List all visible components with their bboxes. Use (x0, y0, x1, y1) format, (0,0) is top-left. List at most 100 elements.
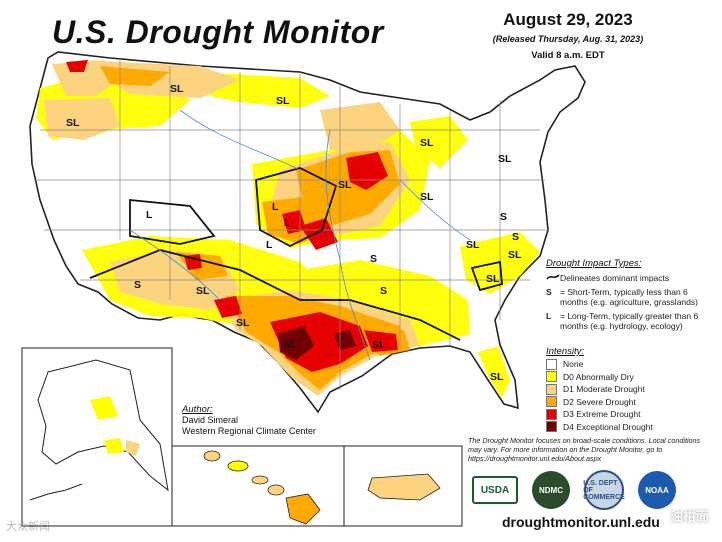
river (325, 129, 371, 361)
d0-florida (478, 346, 510, 398)
rivers (129, 109, 471, 361)
website-link[interactable]: droughtmonitor.unl.edu (502, 514, 660, 530)
map-label: SL (498, 153, 512, 165)
map-date: August 29, 2023 (503, 10, 633, 29)
map-label: S (380, 285, 387, 297)
river (399, 179, 471, 241)
usda-logo[interactable]: USDA (472, 476, 518, 504)
intensity-label: None (563, 359, 584, 369)
intensity-label: D2 Severe Drought (563, 396, 636, 407)
intensity-swatch (546, 408, 557, 420)
alaska-inset (21, 347, 173, 527)
commerce-logo[interactable]: U.S. DEPT OF COMMERCE (583, 470, 625, 510)
impact-key: S (546, 287, 552, 297)
impact-row: Delineates dominant impacts (546, 273, 716, 283)
d3-missouri (300, 218, 338, 250)
impact-line (470, 260, 503, 292)
impact-row: L = Long-Term, typically greater than 6 … (546, 311, 716, 331)
map-label: SL (490, 371, 504, 383)
impact-line (255, 167, 338, 248)
map-title: U.S. Drought Monitor (52, 14, 384, 50)
alaska-chain (29, 483, 83, 501)
intensity-label: D1 Moderate Drought (563, 384, 645, 394)
puerto-rico-shape (367, 473, 441, 501)
release-date: (Released Thursday, Aug. 31, 2023) (492, 34, 644, 44)
info-note: The Drought Monitor focuses on broad-sca… (468, 436, 701, 463)
impact-types-title: Drought Impact Types: (546, 258, 642, 269)
river (179, 109, 301, 171)
alaska-d0 (90, 396, 118, 420)
d3-washington (66, 60, 88, 72)
map-label: SL (466, 239, 480, 251)
map-labels: SL SL SL SL SL SL L L S S SL SL SL SL S … (66, 83, 522, 505)
hawaii-island (267, 484, 285, 496)
intensity-swatch (546, 358, 557, 370)
impact-types-legend: Drought Impact Types: Delineates dominan… (546, 258, 716, 331)
d1-oregon (44, 98, 120, 140)
impact-key: L (546, 311, 552, 321)
map-label: SL (276, 95, 290, 107)
intensity-row: D2 Severe Drought (546, 396, 653, 407)
intensity-row: D1 Moderate Drought (546, 383, 653, 395)
d3-new-mexico (214, 296, 242, 318)
impact-row: S = Short-Term, typically less than 6 mo… (546, 287, 716, 307)
map-label: S (134, 279, 141, 291)
author-label: Author: (182, 404, 213, 415)
map-label: SL (338, 179, 352, 191)
map-label: L (272, 201, 279, 213)
noaa-logo[interactable]: NOAA (638, 471, 676, 509)
d3-areas (66, 60, 398, 372)
author-org: Western Regional Climate Center (182, 426, 316, 436)
author-name: David Simeral (182, 415, 239, 425)
alaska-d1 (126, 440, 140, 456)
d3-iowa (346, 152, 388, 190)
map-label: SL (196, 285, 210, 297)
hawaii-island (251, 475, 269, 485)
map-label: SL (66, 117, 80, 129)
valid-time: Valid 8 a.m. EDT (531, 50, 605, 61)
map-label: S (512, 231, 519, 243)
hawaii-island (227, 460, 249, 472)
intensity-label: D3 Extreme Drought (563, 409, 641, 419)
impact-line-icon (546, 273, 560, 283)
hawaii-inset (171, 445, 345, 527)
hawaii-island (203, 450, 221, 462)
intensity-swatch (546, 396, 557, 407)
map-label: SL (508, 249, 522, 261)
map-label: SL (236, 317, 250, 329)
hawaii-frame (171, 445, 345, 527)
map-label: SL (170, 83, 184, 95)
watermark-left: 大众新闻 (6, 521, 50, 533)
impact-text: = Long-Term, typically greater than 6 mo… (560, 311, 699, 331)
d4-texas-east (334, 330, 356, 350)
agency-logos: USDA NDMC U.S. DEPT OF COMMERCE NOAA (472, 470, 676, 510)
map-label: SL (284, 339, 298, 351)
intensity-label: D0 Abnormally Dry (563, 371, 634, 382)
author-block: Author: David Simeral Western Regional C… (182, 404, 316, 437)
intensity-row: D0 Abnormally Dry (546, 371, 653, 382)
map-label: SL (372, 339, 386, 351)
intensity-row: D4 Exceptional Drought (546, 421, 653, 432)
map-label: S (500, 211, 507, 223)
map-label: S (370, 253, 377, 265)
intensity-title: Intensity: (546, 346, 585, 357)
date-block: August 29, 2023 (Released Thursday, Aug.… (468, 10, 668, 61)
impact-text: = Short-Term, typically less than 6 mont… (560, 287, 698, 307)
ndmc-logo[interactable]: NDMC (532, 471, 570, 509)
map-label: SL (420, 191, 434, 203)
map-label: SL (420, 137, 434, 149)
d0-great-lakes (410, 116, 468, 168)
intensity-legend: Intensity: None D0 Abnormally Dry D1 Mod… (546, 346, 653, 432)
intensity-swatch (546, 371, 557, 382)
watermark-right: 油柑面 (670, 509, 710, 524)
impact-line-glyph (546, 274, 560, 280)
intensity-label: D4 Exceptional Drought (563, 421, 653, 432)
intensity-swatch (546, 383, 557, 395)
d4-texas (278, 326, 314, 360)
puerto-rico-inset (343, 445, 463, 527)
map-label: L (266, 239, 273, 251)
impact-text: Delineates dominant impacts (560, 273, 670, 283)
map-label: L (146, 209, 153, 221)
hawaii-big-island (285, 493, 321, 525)
